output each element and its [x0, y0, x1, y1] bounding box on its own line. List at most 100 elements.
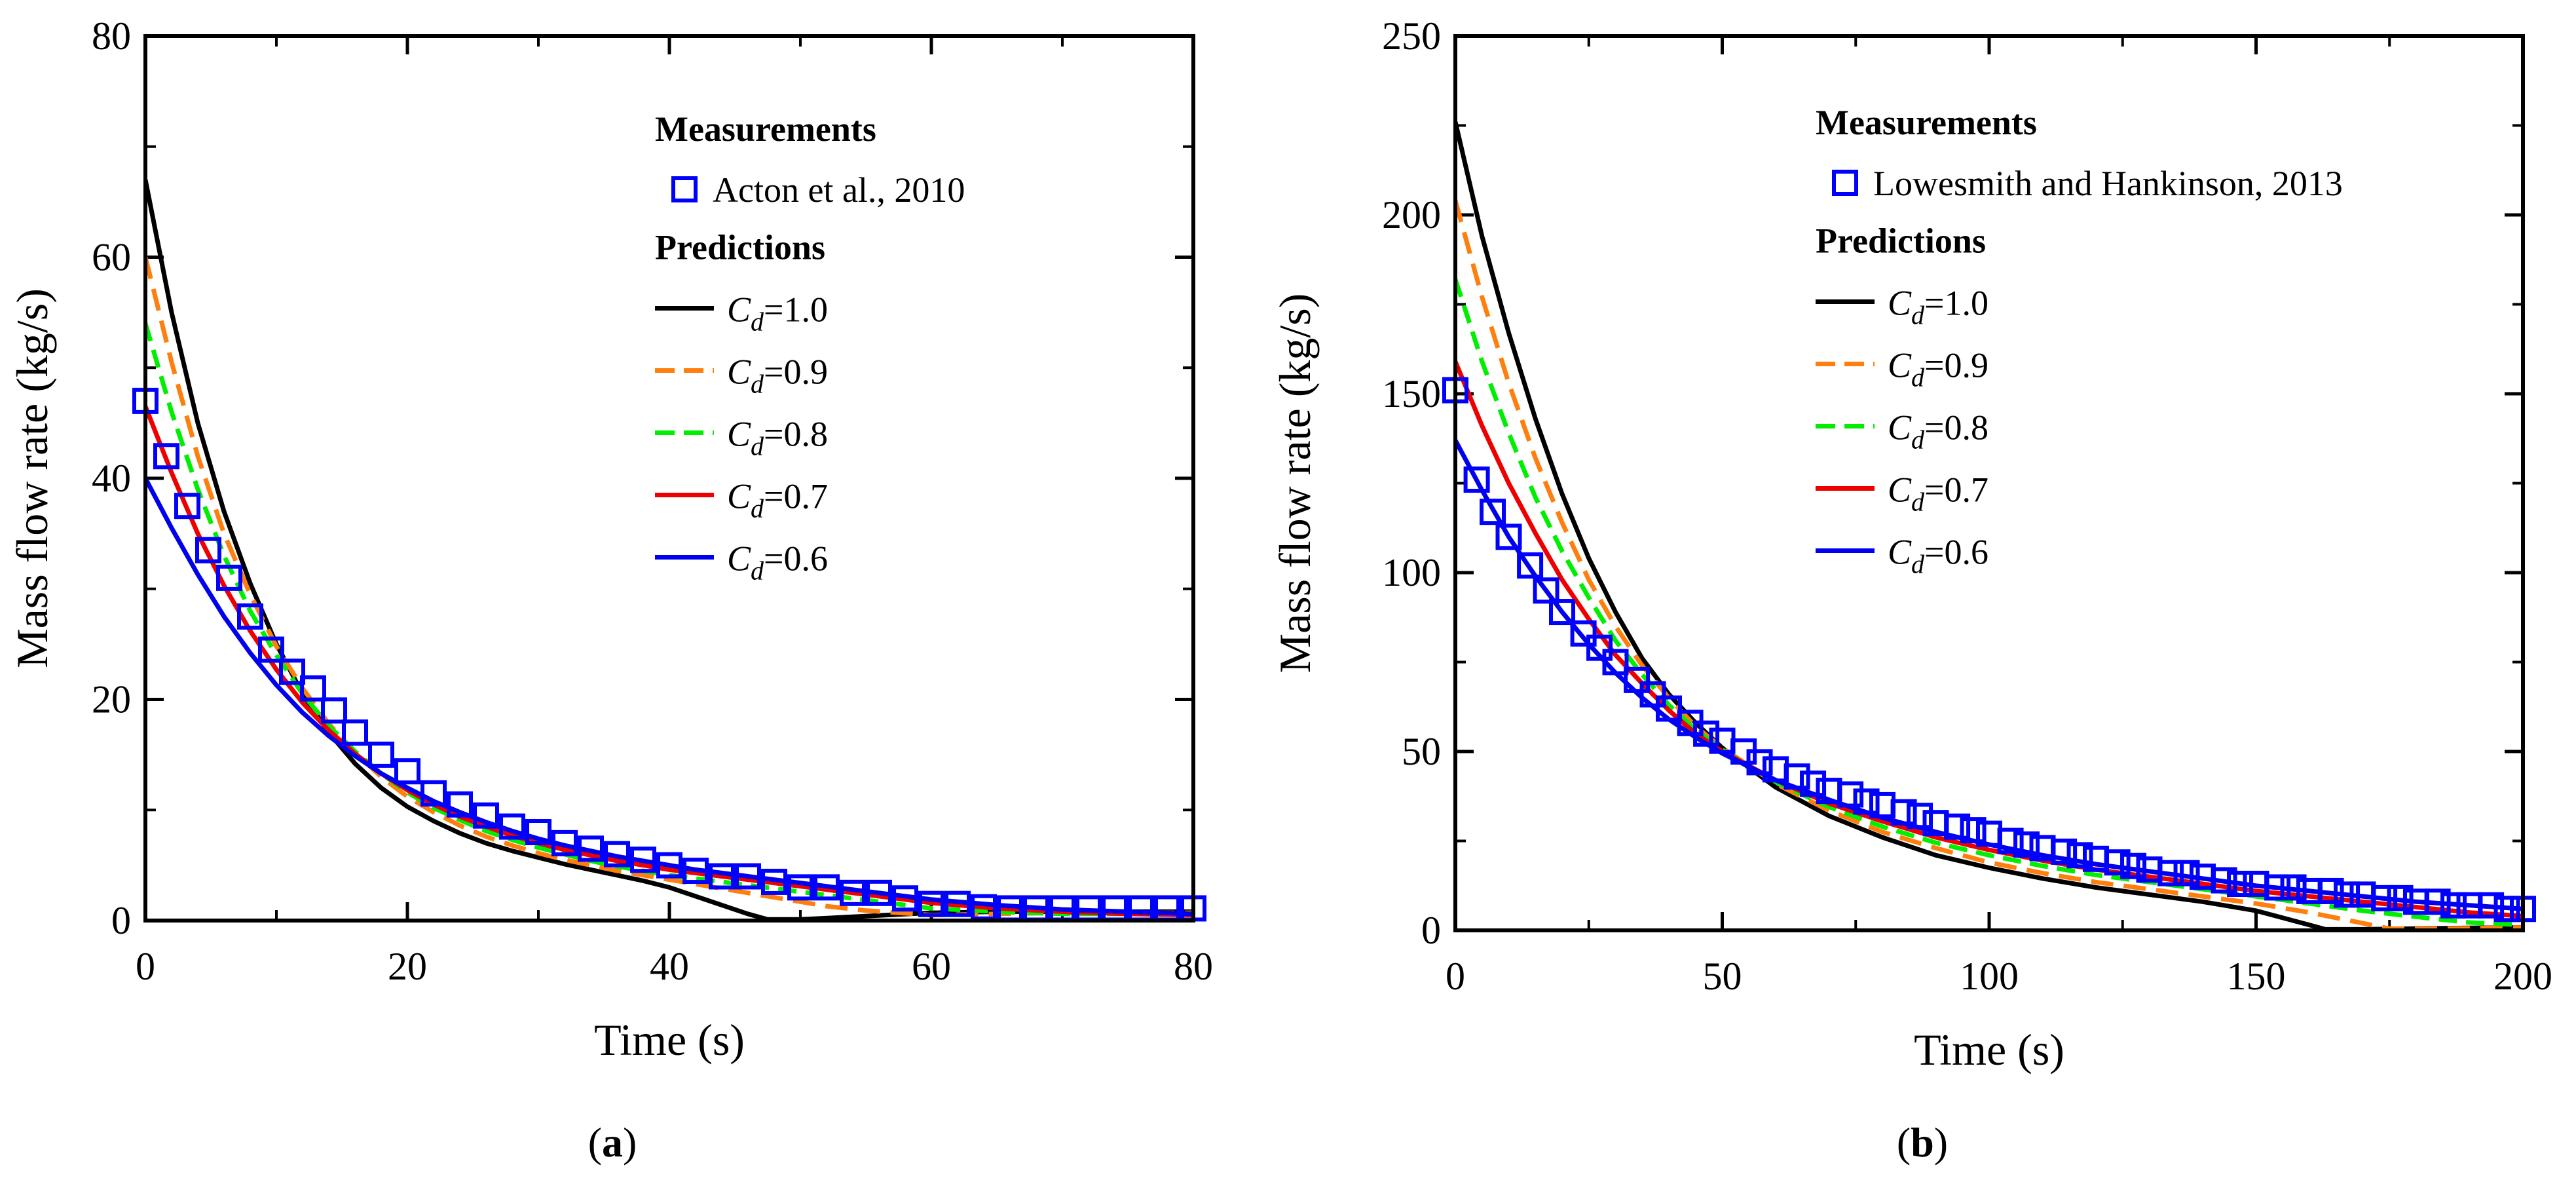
plot-area — [145, 179, 1193, 921]
measurement-marker — [630, 847, 656, 873]
measurement-marker — [342, 719, 368, 746]
measurement-marker — [1960, 817, 1987, 844]
legend-label-cd-0-6: Cd=0.6 — [1888, 533, 1988, 579]
legend-label-cd-1-0: Cd=1.0 — [727, 290, 828, 337]
measurement-marker — [2478, 892, 2505, 919]
measurement-marker — [1837, 781, 1864, 808]
legend-label-cd-0-8: Cd=0.8 — [727, 415, 828, 461]
legend-label-cd-0-6: Cd=0.6 — [727, 539, 828, 586]
measurement-marker — [787, 874, 813, 901]
y-tick-label: 250 — [1382, 14, 1441, 58]
prediction-line-cd-0-8 — [145, 322, 1193, 917]
legend-measurements-title: Measurements — [655, 109, 876, 149]
measurement-marker — [2211, 867, 2237, 894]
measurement-marker — [2120, 852, 2147, 879]
measurement-marker — [1783, 763, 1810, 790]
measurement-marker — [1693, 720, 1720, 747]
measurement-marker — [1890, 799, 1917, 826]
measurement-marker — [2066, 842, 2093, 869]
measurement-marker — [2051, 838, 2078, 865]
measurement-marker — [682, 858, 709, 885]
measurement-marker — [237, 603, 263, 630]
legend-measurement-marker — [1832, 170, 1858, 196]
x-tick-label: 60 — [912, 945, 951, 988]
measurement-marker — [1570, 620, 1597, 647]
measurement-marker — [153, 443, 179, 470]
measurement-marker — [1656, 695, 1682, 722]
measurement-marker — [216, 564, 242, 591]
measurement-marker — [1549, 599, 1575, 626]
measurement-marker — [1944, 813, 1971, 840]
y-axis-title: Mass flow rate (kg/s) — [1270, 294, 1320, 674]
prediction-line-cd-1-0 — [1455, 121, 2523, 930]
legend-label-cd-1-0: Cd=1.0 — [1888, 284, 1988, 330]
measurement-marker — [195, 537, 221, 563]
measurement-marker — [866, 879, 892, 906]
measurement-marker — [1602, 649, 1629, 676]
legend-measurement-label: Acton et al., 2010 — [713, 170, 965, 210]
x-tick-label: 50 — [1703, 955, 1742, 998]
chart-panel-b: 0 50 100 150 200 0 50 100 150 200 250 Time (s) Mass … — [1270, 14, 2552, 1166]
y-tick-label: 0 — [1421, 909, 1441, 952]
measurement-marker — [258, 636, 284, 663]
y-tick-label: 150 — [1382, 372, 1441, 415]
measurement-marker — [1639, 681, 1666, 708]
measurement-marker — [420, 780, 447, 807]
measurement-marker — [2424, 888, 2451, 915]
chart-panel-a: 0 20 40 60 80 0 20 40 60 80 Time (s) Mass flow rate… — [7, 14, 1213, 1166]
x-tick-label: 0 — [1446, 955, 1465, 998]
measurement-marker — [2387, 885, 2414, 911]
measurement-marker — [499, 813, 525, 840]
x-tick-label: 100 — [1960, 955, 2019, 998]
measurement-marker — [971, 894, 997, 921]
measurement-marker — [2104, 849, 2131, 876]
measurement-marker — [2280, 874, 2307, 901]
measurement-marker — [394, 758, 420, 785]
measurement-marker — [735, 863, 761, 890]
y-tick-label: 20 — [92, 678, 131, 721]
measurement-marker — [1533, 577, 1559, 604]
measurement-marker — [2264, 874, 2291, 901]
y-tick-label: 80 — [92, 14, 131, 58]
measurement-marker — [1907, 803, 1933, 829]
legend-predictions-title: Predictions — [655, 228, 825, 267]
y-tick-label: 200 — [1382, 193, 1441, 237]
legend-measurement-marker — [671, 176, 698, 202]
measurement-marker — [2317, 877, 2344, 904]
measurement-marker — [840, 879, 866, 906]
y-axis-title: Mass flow rate (kg/s) — [7, 288, 57, 668]
panel-label: (a) — [588, 1119, 637, 1166]
legend-measurements-title: Measurements — [1816, 103, 2037, 142]
y-tick-label: 100 — [1382, 551, 1441, 594]
prediction-line-cd-0-8 — [1455, 278, 2523, 928]
legend-label-cd-0-7: Cd=0.7 — [727, 477, 828, 523]
measurement-marker — [447, 791, 473, 818]
legend: Measurements Lowesmith and Hankinson, 201… — [1816, 103, 2343, 579]
prediction-line-cd-0-7 — [145, 406, 1193, 918]
measurement-marker — [525, 819, 551, 845]
prediction-line-cd-1-0 — [145, 179, 1193, 921]
x-tick-label: 0 — [136, 945, 155, 988]
measurement-marker — [761, 868, 787, 895]
prediction-line-cd-0-6 — [145, 477, 1193, 917]
measurement-marker — [1480, 499, 1506, 525]
measurement-marker — [1463, 466, 1490, 493]
prediction-line-cd-0-9 — [145, 256, 1193, 918]
measurement-marker — [656, 852, 682, 879]
measurement-marker — [2157, 860, 2184, 886]
x-tick-label: 20 — [388, 945, 427, 988]
measurement-marker — [578, 835, 604, 862]
measurement-marker — [813, 874, 840, 901]
measurement-marker — [2493, 896, 2520, 923]
measurement-marker — [1746, 749, 1773, 776]
measurement-marker — [473, 802, 499, 829]
measurement-marker — [551, 829, 578, 856]
prediction-line-cd-0-9 — [1455, 200, 2523, 930]
panel-label: (b) — [1897, 1119, 1948, 1166]
x-axis-title: Time (s) — [594, 1015, 745, 1065]
x-tick-label: 40 — [650, 945, 689, 988]
measurement-marker — [2173, 860, 2200, 886]
y-tick-label: 40 — [92, 457, 131, 500]
x-tick-label: 150 — [2227, 955, 2286, 998]
